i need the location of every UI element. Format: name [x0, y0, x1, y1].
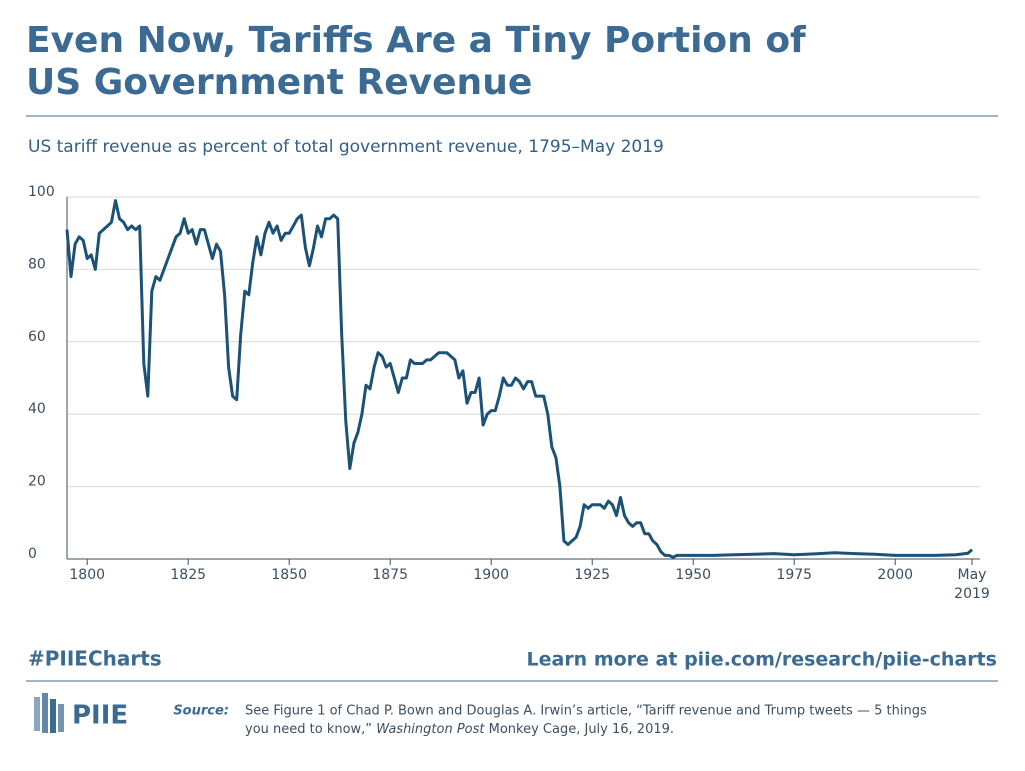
x-tick-label: 1875	[372, 567, 408, 583]
y-tick-label: 100	[28, 184, 55, 200]
line-series	[65, 199, 974, 559]
y-tick-label: 0	[28, 546, 37, 562]
source-text: you need to know,” Washington Post Monke…	[245, 722, 674, 737]
y-tick-label: 20	[28, 474, 46, 490]
x-tick-label: May 2019	[954, 567, 990, 602]
x-tick-label: 1900	[473, 567, 509, 583]
source-part: Monkey Cage, July 16, 2019.	[485, 722, 675, 737]
x-tick-label: 1950	[675, 567, 711, 583]
x-tick-label: 1800	[69, 567, 105, 583]
chart-title: Even Now, Tariffs Are a Tiny Portion of U…	[26, 20, 806, 103]
y-tick-label: 40	[28, 401, 46, 417]
source-label: Source:	[173, 704, 229, 719]
x-tick-label: 1825	[170, 567, 206, 583]
link[interactable]: Learn more at piie.com/research/piie-cha…	[527, 649, 998, 671]
x-tick-label: 1975	[776, 567, 812, 583]
logo-text: PIIE	[72, 701, 128, 731]
x-tick-label: 1925	[574, 567, 610, 583]
x-tick-label: 2000	[877, 567, 913, 583]
x-tick-label: 1850	[271, 567, 307, 583]
hashtag: #PIIECharts	[28, 647, 162, 671]
source-part: Washington Post	[376, 722, 485, 737]
y-tick-label: 80	[28, 256, 46, 272]
y-tick-label: 60	[28, 329, 46, 345]
subtitle: US tariff revenue as percent of total go…	[28, 137, 664, 157]
logo	[34, 693, 64, 733]
source-part: you need to know,”	[245, 722, 376, 737]
plot: 0 20 40 60 80 100 1800 1825 1850 1875 1900 1925 1950…	[28, 184, 990, 602]
source-text: See Figure 1 of Chad P. Bown and Douglas…	[245, 704, 927, 719]
